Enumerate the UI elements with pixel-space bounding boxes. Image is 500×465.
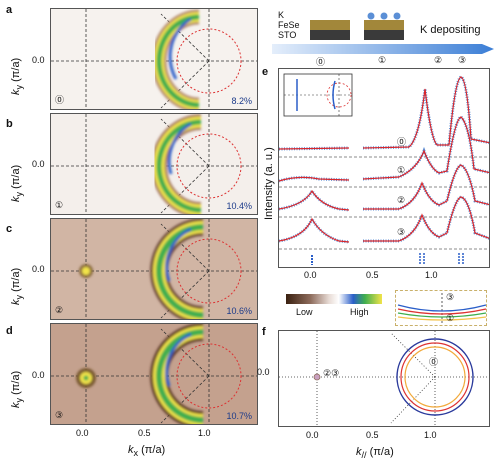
curve-label-0: ⓪	[397, 137, 407, 147]
mdc-panel-e-svg	[279, 73, 489, 265]
band-inset: ③ ①	[395, 290, 487, 326]
curve-label-3: ③	[397, 227, 406, 237]
ylabel-d: ky (π/a)	[10, 370, 25, 408]
ytick-a: 0.0	[32, 55, 45, 65]
curve-label-1: ①	[397, 165, 406, 175]
percent-d: 10.7%	[226, 411, 252, 421]
xtick-left-2: 1.0	[198, 428, 211, 438]
schematic-stage-3: ③	[458, 55, 467, 65]
percent-c: 10.6%	[226, 306, 252, 316]
f-xtick-2: 1.0	[424, 430, 437, 440]
schematic-stage-1: ①	[378, 55, 387, 65]
layer-k-label: K	[278, 10, 285, 20]
schematic-panel-f: ②③ ⓪	[278, 330, 490, 427]
ylabel-c: ky (π/a)	[10, 267, 25, 305]
band-inset-svg	[397, 293, 487, 325]
f-xtick-1: 0.5	[366, 430, 379, 440]
layer-fese-label: FeSe	[278, 20, 300, 30]
fermi-map-a-svg	[51, 9, 257, 109]
schematic-svg	[272, 12, 494, 54]
fermi-map-c: ② 10.6%	[50, 218, 258, 320]
xlabel-left: kx (π/a)	[128, 444, 166, 459]
xtick-left-1: 0.5	[138, 428, 151, 438]
colorbar-low: Low	[296, 307, 313, 317]
schematic: K FeSe STO K depositing ⓪ ① ② ③	[272, 4, 498, 67]
schematic-stage-0: ⓪	[316, 57, 326, 67]
schematic-panel-f-svg	[279, 331, 489, 426]
panel-f-label: f	[262, 326, 266, 338]
fermi-map-b: ① 10.4%	[50, 113, 258, 215]
panel-a-label: a	[6, 4, 13, 16]
panel-e-ylabel: Intensity (a. u.)	[263, 147, 275, 220]
colorbar	[286, 294, 382, 304]
layer-sto-label: STO	[278, 30, 297, 40]
stage-marker-b: ①	[55, 200, 64, 210]
m-stage-label: ⓪	[429, 357, 439, 367]
e-xtick-2: 1.0	[425, 270, 438, 280]
e-xtick-1: 0.5	[366, 270, 379, 280]
k-depositing-label: K depositing	[420, 24, 481, 36]
stage-marker-c: ②	[55, 305, 64, 315]
ylabel-b: ky (π/a)	[10, 164, 25, 202]
ylabel-a: ky (π/a)	[10, 57, 25, 95]
band-label-3: ③	[446, 292, 455, 302]
ytick-b: 0.0	[32, 159, 45, 169]
fermi-map-c-svg	[51, 219, 257, 319]
xtick-left-0: 0.0	[76, 428, 89, 438]
panel-d-label: d	[6, 325, 13, 337]
band-label-1: ①	[446, 313, 455, 323]
fermi-map-d-svg	[51, 324, 257, 424]
ytick-c: 0.0	[32, 264, 45, 274]
f-xtick-0: 0.0	[306, 430, 319, 440]
percent-a: 8.2%	[231, 96, 252, 106]
schematic-stage-2: ②	[434, 55, 443, 65]
stage-marker-a: ⓪	[55, 95, 65, 105]
f-xlabel: k// (π/a)	[356, 446, 394, 461]
fermi-map-a: ⓪ 8.2%	[50, 8, 258, 110]
curve-label-2: ②	[397, 195, 406, 205]
fermi-map-b-svg	[51, 114, 257, 214]
fermi-map-d: ③ 10.7%	[50, 323, 258, 425]
colorbar-high: High	[350, 307, 369, 317]
panel-c-label: c	[6, 223, 13, 235]
panel-e-label: e	[262, 66, 269, 78]
gamma-stage-label: ②③	[323, 368, 340, 378]
stage-marker-d: ③	[55, 410, 64, 420]
ytick-d: 0.0	[32, 370, 45, 380]
e-xtick-0: 0.0	[304, 270, 317, 280]
f-ytick: 0.0	[257, 367, 270, 377]
mdc-panel-e: ⓪ ① ② ③	[278, 68, 490, 268]
panel-b-label: b	[6, 118, 13, 130]
percent-b: 10.4%	[226, 201, 252, 211]
